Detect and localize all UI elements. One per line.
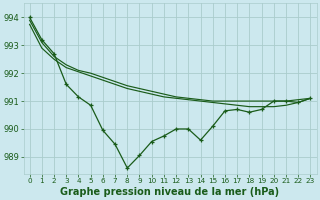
X-axis label: Graphe pression niveau de la mer (hPa): Graphe pression niveau de la mer (hPa) [60, 187, 280, 197]
